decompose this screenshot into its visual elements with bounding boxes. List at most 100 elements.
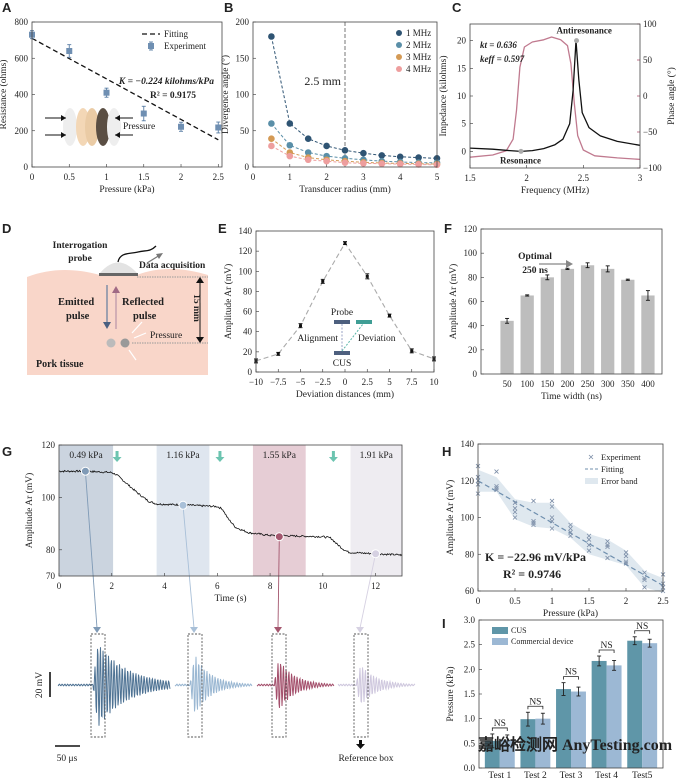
data-point <box>549 515 555 520</box>
data-point <box>642 585 647 590</box>
series-line <box>270 36 438 159</box>
pressure-inset: Pressure <box>45 108 155 146</box>
data-point <box>623 553 629 559</box>
arrowhead <box>103 322 111 329</box>
bar <box>484 740 500 768</box>
y-tick-label: 0 <box>248 367 253 377</box>
step-arrow-icon <box>115 451 119 457</box>
y-tick-label: 50 <box>240 126 250 136</box>
data-point <box>642 577 647 583</box>
x-axis-label: Transducer radius (mm) <box>299 184 390 195</box>
plot-frame <box>477 443 664 592</box>
x-tick-label: Test 4 <box>595 771 618 780</box>
y-tick-label: 150 <box>236 53 250 63</box>
y-tick-label: 0 <box>245 162 250 172</box>
x-tick-label: 4 <box>162 581 167 591</box>
arrowhead <box>115 132 120 138</box>
label-emitted: pulse <box>66 311 90 322</box>
x-tick-label: 0.5 <box>509 596 521 606</box>
pressure-arrow <box>133 332 147 339</box>
trend-line <box>255 242 435 362</box>
significance-label: NS <box>565 668 577 678</box>
data-point <box>586 537 592 542</box>
data-point <box>512 506 518 511</box>
arrowhead <box>93 627 101 633</box>
x-tick-label: 250 <box>581 379 595 389</box>
x-tick-label: 10 <box>430 377 440 387</box>
y-tick-label: 400 <box>15 90 29 100</box>
y-tick-label: 100 <box>464 248 478 258</box>
y-axis-label: Amplitude Ar (mV) <box>448 264 459 339</box>
data-point <box>66 48 73 54</box>
probe-base <box>99 273 138 276</box>
annotation-optimal: 250 ns <box>522 266 548 276</box>
data-point <box>568 533 573 539</box>
y-right-tick-label: −100 <box>643 163 662 173</box>
label-probe: Interrogation <box>53 241 108 251</box>
label-probe: Probe <box>331 308 353 318</box>
chart-F: 0 20 40 60 80 100 120 Time width (ns) Amplitude … <box>448 224 663 402</box>
arrowhead <box>115 115 120 121</box>
data-point <box>512 500 518 506</box>
y-right-tick-label: 0 <box>643 91 648 101</box>
data-point <box>494 487 499 493</box>
data-point <box>549 518 555 524</box>
chart-A: 0 0.5 1 1.5 2 2.5 0 200 400 600 800 Pressure (kPa) R… <box>0 17 224 195</box>
x-tick-label: 4 <box>398 172 403 182</box>
x-tick-label: 8 <box>268 581 273 591</box>
x-tick-label: 150 <box>541 379 555 389</box>
y-tick-label: 1.5 <box>464 689 476 699</box>
data-point <box>268 135 275 143</box>
significance-bracket <box>563 676 579 680</box>
x-tick-label: Test 3 <box>560 771 583 780</box>
data-point <box>494 469 499 474</box>
data-point <box>178 123 185 130</box>
data-point <box>365 274 369 278</box>
waveform <box>337 667 416 703</box>
data-point <box>360 149 367 157</box>
x-tick-label: 100 <box>520 379 534 389</box>
panel-label-I: I <box>442 616 446 631</box>
bar <box>571 691 586 768</box>
legend-label: Fitting <box>164 29 189 39</box>
data-point <box>605 539 610 544</box>
x-tick-label: 2 <box>110 581 115 591</box>
y-tick-label: 2.0 <box>464 664 476 674</box>
y-right-tick-label: −50 <box>643 127 658 137</box>
fit-line <box>477 480 664 587</box>
y-axis-label: Resistance (ohms) <box>0 60 9 130</box>
significance-label: NS <box>529 697 541 707</box>
y-tick-label: 2.5 <box>464 640 476 650</box>
step-arrow-icon <box>331 451 335 457</box>
y-right-tick-label: 50 <box>643 55 653 65</box>
label-deviation: Deviation <box>358 334 396 344</box>
annotation-resonance: Resonance <box>500 155 541 165</box>
data-point <box>531 518 536 524</box>
bar <box>591 660 607 768</box>
label-data-acquisition: Data acquisition <box>139 261 206 271</box>
y-tick-label: 10 <box>457 91 467 101</box>
pressure-arrow <box>131 321 143 334</box>
data-point <box>341 159 349 166</box>
panel-label-E: E <box>218 221 227 236</box>
pressure-region <box>59 445 114 576</box>
y-tick-label: 0 <box>462 146 467 156</box>
x-tick-label: 1.5 <box>464 173 476 183</box>
y-tick-label: 3.0 <box>464 615 476 625</box>
chart-H: 0 0.5 1 1.5 2 2.5 60 80 100 120 140 Pressure (kPa) A… <box>445 439 669 619</box>
y-tick-label: 20 <box>457 36 467 46</box>
x-tick-label: 2.5 <box>362 377 374 387</box>
arrow-down-icon <box>356 740 365 749</box>
legend-swatch <box>396 54 402 60</box>
data-point <box>304 135 312 143</box>
x-tick-label: 2 <box>179 172 184 182</box>
x-tick-label: 12 <box>371 581 380 591</box>
data-point <box>605 544 610 550</box>
x-axis-label: Deviation distances (mm) <box>296 389 394 400</box>
legend-label: Commercial device <box>511 637 574 646</box>
y-tick-label: 0.0 <box>464 763 476 773</box>
arrowhead <box>112 457 122 462</box>
amplitude-trace <box>58 469 403 557</box>
